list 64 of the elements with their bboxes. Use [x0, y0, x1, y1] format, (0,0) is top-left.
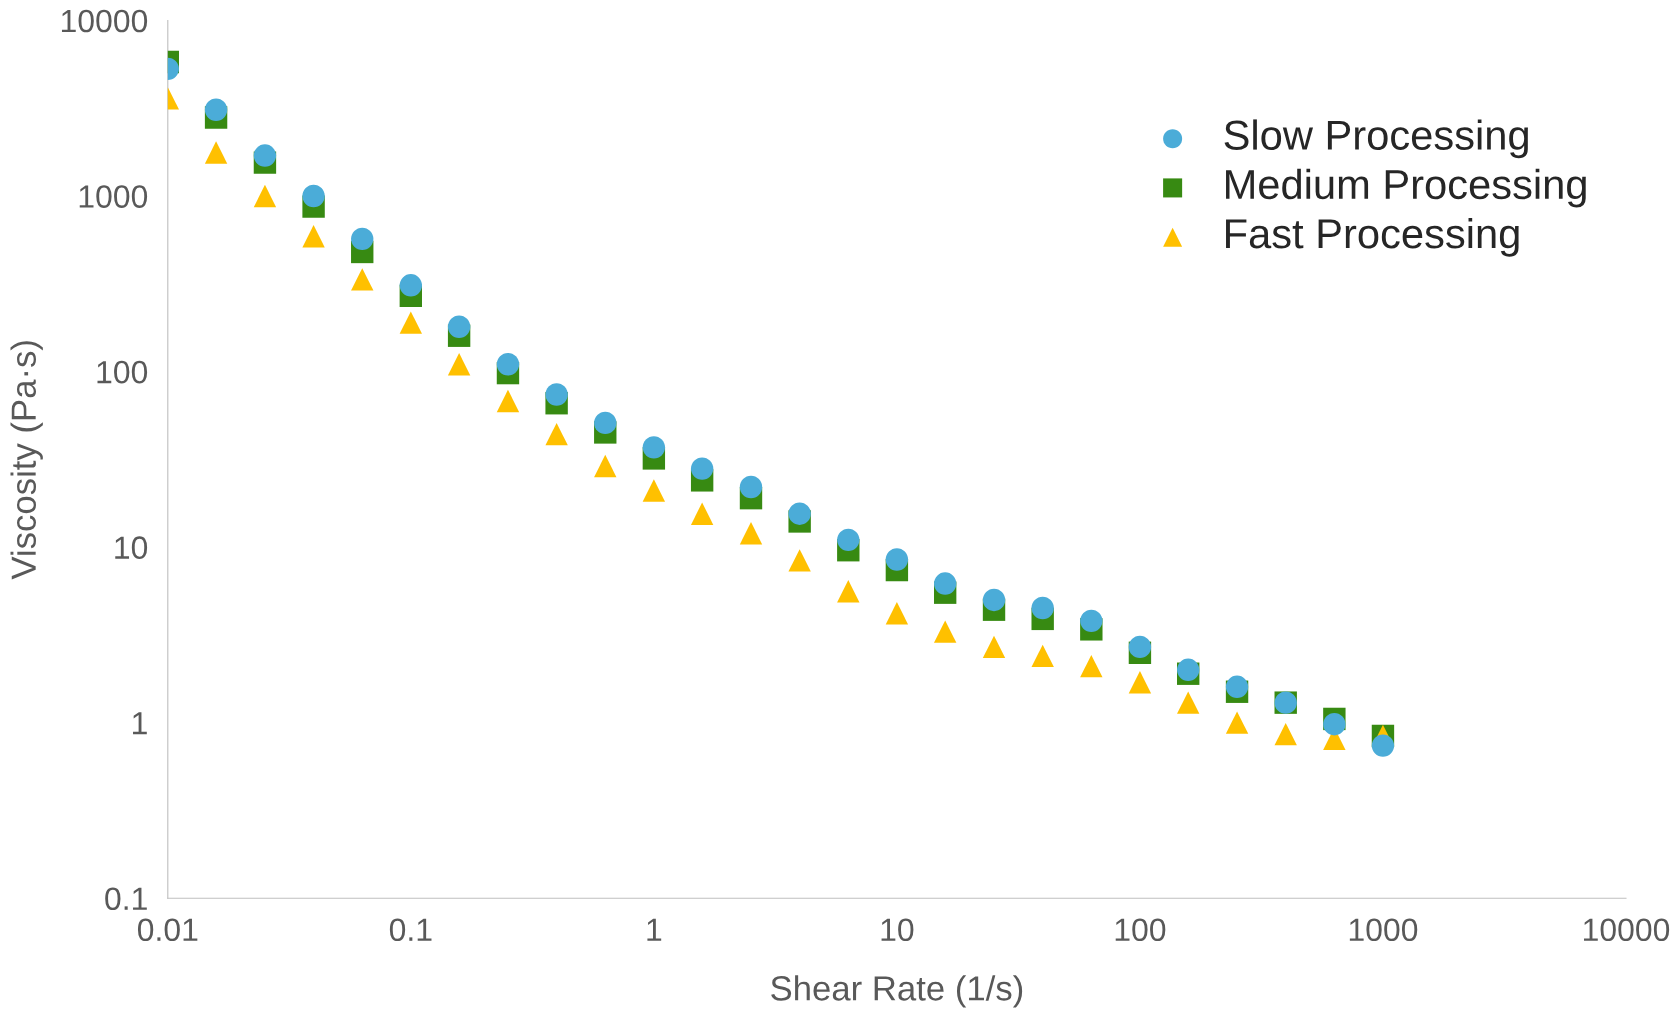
y-tick-label: 0.1 — [105, 887, 147, 911]
point — [690, 457, 714, 480]
legend-label: Medium Processing — [1226, 168, 1586, 208]
point — [982, 635, 1006, 659]
x-tick-label: 100 — [1115, 918, 1166, 942]
point — [1128, 671, 1152, 694]
x-axis-title: Shear Rate (1/s) — [771, 975, 1023, 1008]
point — [253, 184, 277, 208]
point — [351, 227, 374, 251]
legend-label: Slow Processing — [1224, 119, 1528, 159]
point — [351, 268, 374, 291]
y-tick-label: 10000 — [61, 9, 148, 33]
point — [982, 588, 1006, 612]
point — [885, 602, 909, 625]
y-tick-label: 10 — [115, 536, 148, 559]
point — [545, 422, 568, 446]
point — [837, 528, 860, 552]
point — [1080, 654, 1103, 678]
point — [496, 353, 520, 376]
point — [642, 436, 666, 459]
x-tick-label: 1000 — [1349, 918, 1418, 942]
point — [933, 572, 957, 595]
point — [1031, 644, 1054, 668]
point — [788, 549, 811, 572]
point — [1080, 609, 1103, 633]
y-axis-title: Viscosity (Pa·s) — [10, 341, 43, 580]
y-tick-label: 100 — [97, 360, 148, 384]
point — [1225, 711, 1249, 734]
point — [447, 353, 471, 376]
point — [1128, 635, 1152, 659]
x-tick-label: 0.01 — [137, 918, 198, 942]
point — [204, 98, 228, 121]
point — [1323, 712, 1346, 736]
point — [496, 389, 520, 413]
point — [1274, 722, 1297, 746]
point — [933, 620, 957, 643]
point — [739, 522, 763, 545]
point — [1225, 675, 1249, 699]
point — [399, 274, 423, 297]
legend-label: Fast Processing — [1226, 217, 1519, 257]
point — [302, 225, 325, 248]
x-tick-label: 1 — [647, 918, 662, 941]
point — [885, 548, 909, 571]
point — [399, 311, 423, 334]
point — [447, 315, 471, 338]
point — [594, 411, 617, 435]
point — [837, 580, 860, 603]
point — [302, 184, 325, 208]
point — [594, 454, 617, 478]
x-tick-label: 10 — [881, 918, 914, 942]
y-tick-label: 1 — [133, 712, 147, 735]
x-tick-label: 0.1 — [389, 918, 432, 942]
point — [1177, 691, 1200, 714]
point — [1371, 734, 1395, 757]
point — [253, 144, 277, 167]
point — [204, 141, 228, 164]
x-tick-label: 10000 — [1584, 918, 1670, 942]
point — [690, 502, 714, 525]
point — [545, 383, 568, 406]
point — [642, 479, 666, 502]
point — [788, 502, 811, 525]
y-tick-label: 1000 — [79, 185, 148, 208]
point — [1031, 596, 1054, 620]
point — [739, 475, 763, 499]
